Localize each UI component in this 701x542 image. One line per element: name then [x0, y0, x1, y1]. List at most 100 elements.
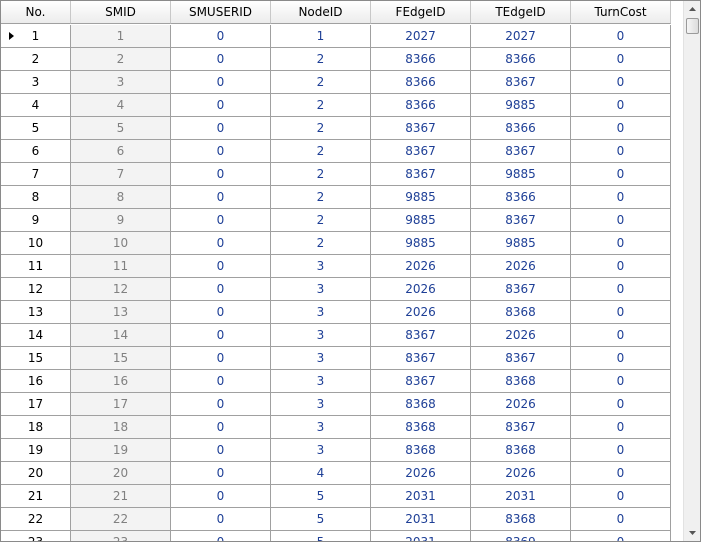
cell[interactable]: 0 — [571, 278, 671, 301]
cell[interactable]: 8368 — [471, 508, 571, 531]
cell[interactable]: 0 — [571, 255, 671, 278]
cell[interactable]: 8367 — [471, 416, 571, 439]
cell[interactable]: 0 — [171, 508, 271, 531]
cell[interactable]: 0 — [571, 324, 671, 347]
cell[interactable]: 0 — [571, 485, 671, 508]
cell[interactable]: 3 — [271, 278, 371, 301]
cell[interactable]: 9885 — [371, 209, 471, 232]
cell[interactable]: 8367 — [471, 278, 571, 301]
cell[interactable]: 0 — [171, 186, 271, 209]
cell[interactable]: 8366 — [471, 117, 571, 140]
cell[interactable]: 8366 — [371, 48, 471, 71]
cell[interactable]: 2026 — [371, 278, 471, 301]
cell[interactable]: 3 — [271, 255, 371, 278]
cell[interactable]: 8368 — [371, 393, 471, 416]
cell[interactable]: 5 — [271, 508, 371, 531]
cell[interactable]: 21 — [71, 485, 171, 508]
cell[interactable]: 8368 — [371, 416, 471, 439]
cell[interactable]: 12 — [71, 278, 171, 301]
cell[interactable]: 2 — [271, 140, 371, 163]
row-number[interactable]: 12 — [1, 278, 71, 301]
cell[interactable]: 0 — [171, 347, 271, 370]
cell[interactable]: 9885 — [371, 232, 471, 255]
cell[interactable]: 2026 — [371, 301, 471, 324]
cell[interactable]: 2026 — [471, 255, 571, 278]
cell[interactable]: 8369 — [471, 531, 571, 541]
cell[interactable]: 0 — [571, 508, 671, 531]
cell[interactable]: 8366 — [371, 71, 471, 94]
cell[interactable]: 0 — [171, 485, 271, 508]
row-number[interactable]: 21 — [1, 485, 71, 508]
cell[interactable]: 0 — [171, 94, 271, 117]
cell[interactable]: 2026 — [471, 462, 571, 485]
cell[interactable]: 0 — [171, 255, 271, 278]
cell[interactable]: 0 — [171, 462, 271, 485]
cell[interactable]: 8368 — [471, 301, 571, 324]
cell[interactable]: 8366 — [471, 186, 571, 209]
row-number[interactable]: 7 — [1, 163, 71, 186]
cell[interactable]: 18 — [71, 416, 171, 439]
cell[interactable]: 0 — [571, 209, 671, 232]
cell[interactable]: 3 — [271, 416, 371, 439]
cell[interactable]: 5 — [71, 117, 171, 140]
cell[interactable]: 0 — [171, 71, 271, 94]
cell[interactable]: 0 — [171, 278, 271, 301]
cell[interactable]: 2 — [271, 71, 371, 94]
cell[interactable]: 9885 — [371, 186, 471, 209]
cell[interactable]: 8367 — [471, 347, 571, 370]
cell[interactable]: 0 — [571, 163, 671, 186]
cell[interactable]: 13 — [71, 301, 171, 324]
row-number[interactable]: 22 — [1, 508, 71, 531]
cell[interactable]: 8367 — [471, 209, 571, 232]
cell[interactable]: 8368 — [371, 439, 471, 462]
cell[interactable]: 8367 — [371, 140, 471, 163]
cell[interactable]: 0 — [171, 163, 271, 186]
cell[interactable]: 0 — [571, 531, 671, 541]
cell[interactable]: 2031 — [371, 531, 471, 541]
cell[interactable]: 8367 — [471, 140, 571, 163]
row-number[interactable]: 5 — [1, 117, 71, 140]
cell[interactable]: 0 — [571, 462, 671, 485]
cell[interactable]: 0 — [571, 301, 671, 324]
row-number[interactable]: 9 — [1, 209, 71, 232]
cell[interactable]: 0 — [171, 140, 271, 163]
cell[interactable]: 9885 — [471, 94, 571, 117]
cell[interactable]: 2026 — [371, 255, 471, 278]
cell[interactable]: 1 — [271, 25, 371, 48]
cell[interactable]: 2027 — [371, 25, 471, 48]
cell[interactable]: 0 — [571, 439, 671, 462]
cell[interactable]: 3 — [271, 393, 371, 416]
cell[interactable]: 8367 — [371, 347, 471, 370]
cell[interactable]: 19 — [71, 439, 171, 462]
cell[interactable]: 8368 — [471, 370, 571, 393]
cell[interactable]: 2 — [271, 163, 371, 186]
cell[interactable]: 3 — [271, 439, 371, 462]
cell[interactable]: 0 — [571, 393, 671, 416]
column-header[interactable]: No. — [1, 1, 71, 24]
cell[interactable]: 0 — [171, 25, 271, 48]
cell[interactable]: 0 — [171, 324, 271, 347]
column-header[interactable]: FEdgeID — [371, 1, 471, 24]
row-number[interactable]: 4 — [1, 94, 71, 117]
row-number[interactable]: 8 — [1, 186, 71, 209]
cell[interactable]: 8366 — [371, 94, 471, 117]
row-number[interactable]: 15 — [1, 347, 71, 370]
cell[interactable]: 2 — [271, 48, 371, 71]
cell[interactable]: 0 — [171, 416, 271, 439]
cell[interactable]: 2026 — [471, 393, 571, 416]
row-number[interactable]: 20 — [1, 462, 71, 485]
cell[interactable]: 2031 — [371, 485, 471, 508]
cell[interactable]: 2027 — [471, 25, 571, 48]
cell[interactable]: 0 — [571, 232, 671, 255]
row-number[interactable]: 18 — [1, 416, 71, 439]
cell[interactable]: 8366 — [471, 48, 571, 71]
cell[interactable]: 0 — [171, 117, 271, 140]
row-number[interactable]: 19 — [1, 439, 71, 462]
cell[interactable]: 8368 — [471, 439, 571, 462]
row-number[interactable]: 23 — [1, 531, 71, 541]
cell[interactable]: 2 — [271, 209, 371, 232]
cell[interactable]: 0 — [171, 48, 271, 71]
cell[interactable]: 2 — [271, 94, 371, 117]
cell[interactable]: 0 — [171, 301, 271, 324]
row-number[interactable]: 3 — [1, 71, 71, 94]
